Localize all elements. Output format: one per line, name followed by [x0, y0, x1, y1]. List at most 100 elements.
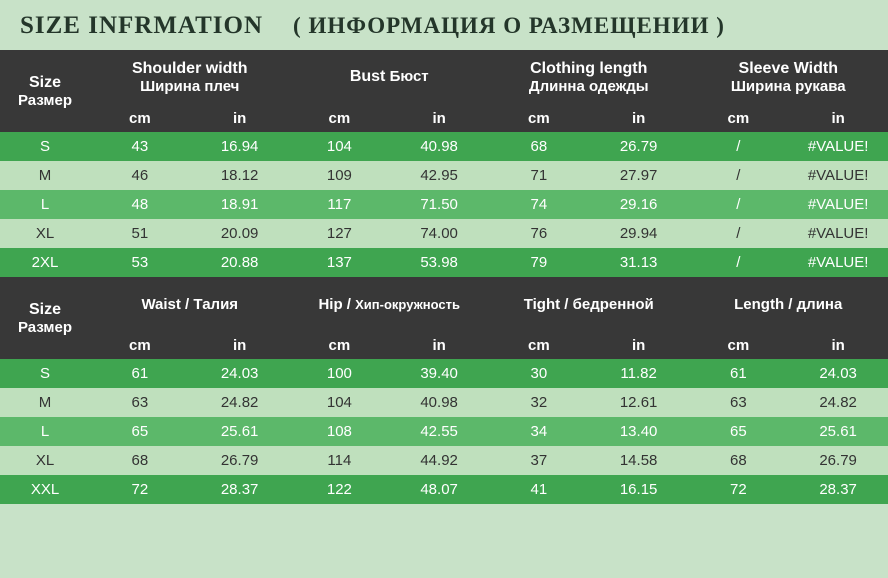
- unit-in: in: [389, 331, 489, 359]
- value-cell: 27.97: [589, 161, 689, 190]
- value-cell: 16.15: [589, 475, 689, 504]
- value-cell: 29.94: [589, 219, 689, 248]
- table-row: S6124.0310039.403011.826124.03: [0, 359, 888, 388]
- size-table-2: Size Размер Waist / Талия Hip / Хип-окру…: [0, 277, 888, 504]
- value-cell: 25.61: [788, 417, 888, 446]
- value-cell: 24.82: [788, 388, 888, 417]
- value-cell: 28.37: [788, 475, 888, 504]
- size-cell: L: [0, 190, 90, 219]
- value-cell: 61: [689, 359, 789, 388]
- unit-in: in: [190, 331, 290, 359]
- value-cell: 18.91: [190, 190, 290, 219]
- value-cell: 41: [489, 475, 589, 504]
- size-cell: M: [0, 161, 90, 190]
- table-row: 2XL5320.8813753.987931.13/#VALUE!: [0, 248, 888, 277]
- unit-row-2: cm in cm in cm in cm in: [0, 331, 888, 359]
- value-cell: 63: [689, 388, 789, 417]
- unit-in: in: [389, 104, 489, 132]
- value-cell: 34: [489, 417, 589, 446]
- header-waist: Waist / Талия: [90, 277, 290, 331]
- value-cell: #VALUE!: [788, 248, 888, 277]
- value-cell: 43: [90, 132, 190, 161]
- value-cell: 51: [90, 219, 190, 248]
- size-cell: 2XL: [0, 248, 90, 277]
- value-cell: 18.12: [190, 161, 290, 190]
- value-cell: /: [689, 248, 789, 277]
- header-shoulder: Shoulder width Ширина плеч: [90, 50, 290, 104]
- value-cell: 11.82: [589, 359, 689, 388]
- value-cell: 68: [90, 446, 190, 475]
- header-sleeve: Sleeve Width Ширина рукава: [689, 50, 888, 104]
- value-cell: 13.40: [589, 417, 689, 446]
- value-cell: 24.82: [190, 388, 290, 417]
- value-cell: 44.92: [389, 446, 489, 475]
- value-cell: 37: [489, 446, 589, 475]
- header-length: Clothing length Длинна одежды: [489, 50, 689, 104]
- value-cell: 14.58: [589, 446, 689, 475]
- unit-in: in: [589, 331, 689, 359]
- value-cell: 104: [290, 388, 390, 417]
- unit-cm: cm: [489, 104, 589, 132]
- value-cell: 122: [290, 475, 390, 504]
- value-cell: 53: [90, 248, 190, 277]
- value-cell: 53.98: [389, 248, 489, 277]
- value-cell: 71.50: [389, 190, 489, 219]
- value-cell: 61: [90, 359, 190, 388]
- header-size: Size Размер: [0, 50, 90, 132]
- value-cell: 108: [290, 417, 390, 446]
- value-cell: 28.37: [190, 475, 290, 504]
- value-cell: 109: [290, 161, 390, 190]
- table-row: L4818.9111771.507429.16/#VALUE!: [0, 190, 888, 219]
- value-cell: #VALUE!: [788, 132, 888, 161]
- value-cell: 104: [290, 132, 390, 161]
- header-tight: Tight / бедренной: [489, 277, 689, 331]
- value-cell: 114: [290, 446, 390, 475]
- value-cell: 42.55: [389, 417, 489, 446]
- value-cell: 30: [489, 359, 589, 388]
- value-cell: 79: [489, 248, 589, 277]
- value-cell: #VALUE!: [788, 190, 888, 219]
- unit-cm: cm: [689, 104, 789, 132]
- value-cell: 48.07: [389, 475, 489, 504]
- value-cell: 72: [90, 475, 190, 504]
- size-cell: L: [0, 417, 90, 446]
- value-cell: 72: [689, 475, 789, 504]
- value-cell: 12.61: [589, 388, 689, 417]
- unit-cm: cm: [689, 331, 789, 359]
- value-cell: 48: [90, 190, 190, 219]
- table-row: L6525.6110842.553413.406525.61: [0, 417, 888, 446]
- value-cell: 25.61: [190, 417, 290, 446]
- value-cell: 68: [489, 132, 589, 161]
- value-cell: 39.40: [389, 359, 489, 388]
- table-row: M6324.8210440.983212.616324.82: [0, 388, 888, 417]
- value-cell: /: [689, 190, 789, 219]
- value-cell: 68: [689, 446, 789, 475]
- table-row: XXL7228.3712248.074116.157228.37: [0, 475, 888, 504]
- unit-cm: cm: [90, 331, 190, 359]
- value-cell: 24.03: [190, 359, 290, 388]
- table-row: XL5120.0912774.007629.94/#VALUE!: [0, 219, 888, 248]
- unit-in: in: [788, 104, 888, 132]
- unit-row-1: cm in cm in cm in cm in: [0, 104, 888, 132]
- unit-cm: cm: [90, 104, 190, 132]
- value-cell: 65: [689, 417, 789, 446]
- header-length2: Length / длина: [689, 277, 888, 331]
- value-cell: 26.79: [190, 446, 290, 475]
- value-cell: #VALUE!: [788, 219, 888, 248]
- table-row: XL6826.7911444.923714.586826.79: [0, 446, 888, 475]
- unit-in: in: [589, 104, 689, 132]
- value-cell: 29.16: [589, 190, 689, 219]
- value-cell: #VALUE!: [788, 161, 888, 190]
- unit-cm: cm: [489, 331, 589, 359]
- unit-in: in: [190, 104, 290, 132]
- value-cell: 24.03: [788, 359, 888, 388]
- title-sub: ( ИНФОРМАЦИЯ О РАЗМЕЩЕНИИ ): [293, 13, 725, 39]
- value-cell: 40.98: [389, 132, 489, 161]
- value-cell: 26.79: [589, 132, 689, 161]
- value-cell: 71: [489, 161, 589, 190]
- value-cell: 42.95: [389, 161, 489, 190]
- value-cell: 74: [489, 190, 589, 219]
- title-bar: SIZE INFRMATION ( ИНФОРМАЦИЯ О РАЗМЕЩЕНИ…: [0, 0, 888, 50]
- size-cell: XXL: [0, 475, 90, 504]
- size-cell: XL: [0, 219, 90, 248]
